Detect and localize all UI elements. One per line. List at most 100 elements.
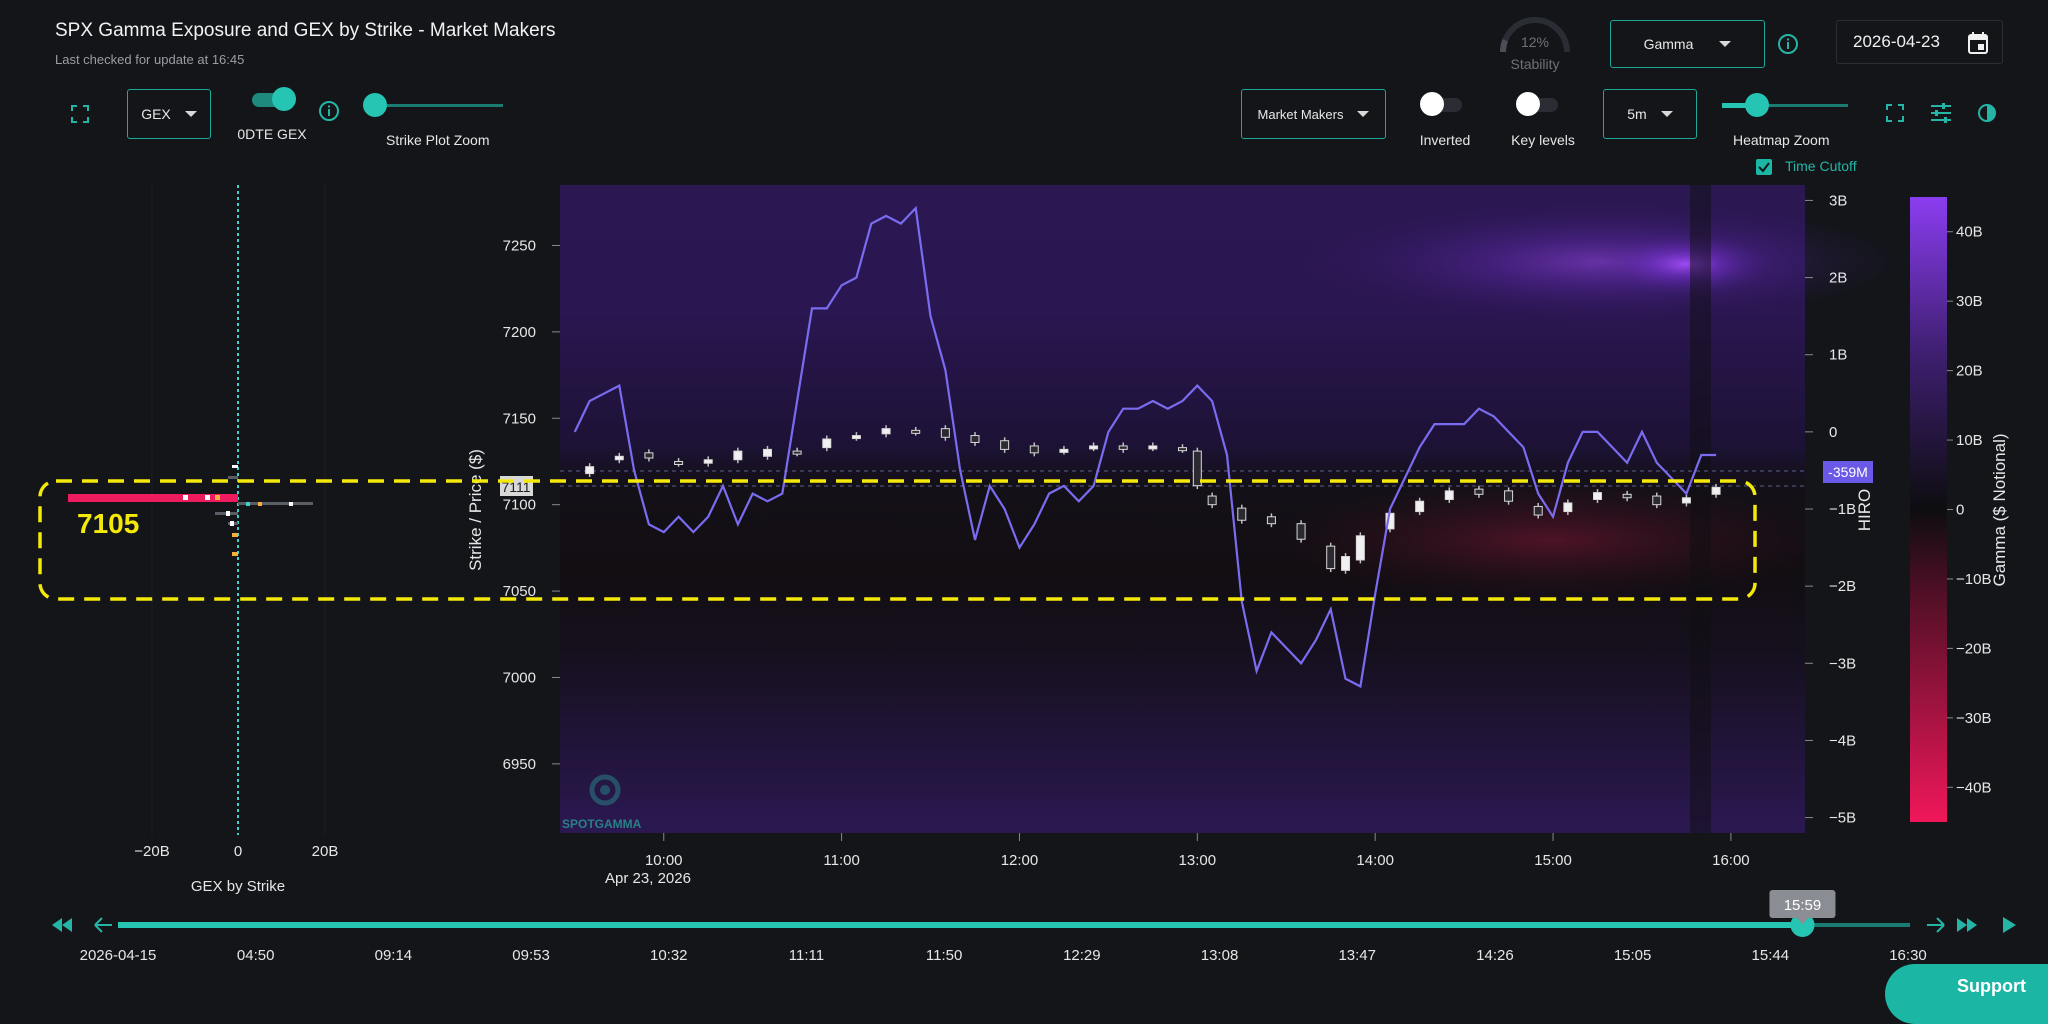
x-tick-label: 12:00 <box>1001 852 1039 869</box>
candle-body <box>940 428 950 438</box>
key-levels-toggle[interactable] <box>1516 92 1560 116</box>
skip-forward-icon[interactable] <box>1957 918 1977 932</box>
hiro-tick-label: 0 <box>1829 424 1837 441</box>
colorbar-tick-label: 10B <box>1956 432 1983 449</box>
timeline-label: 09:53 <box>512 947 550 964</box>
gex-select[interactable]: GEX <box>127 89 211 139</box>
heatmap-zoom-slider[interactable] <box>1722 92 1848 118</box>
timeline-thumb[interactable] <box>1790 913 1815 937</box>
slider-thumb[interactable] <box>1745 93 1770 117</box>
candle-body <box>1681 497 1691 504</box>
gex-x-tick: −20B <box>134 843 169 860</box>
gex-x-tick: 20B <box>312 843 339 860</box>
tune-icon[interactable] <box>1930 102 1952 124</box>
date-value: 2026-04-23 <box>1853 32 1940 51</box>
slider-thumb[interactable] <box>363 93 387 117</box>
hiro-tick-label: 3B <box>1829 192 1847 209</box>
info-icon[interactable] <box>1777 33 1799 55</box>
timeline-label: 11:50 <box>926 947 962 964</box>
step-back-icon[interactable] <box>94 917 112 933</box>
contrast-icon[interactable] <box>1976 102 1998 124</box>
hiro-tick-label: −4B <box>1829 732 1856 749</box>
timeline-label: 04:50 <box>237 947 275 964</box>
colorbar-tick-label: 40B <box>1956 224 1983 241</box>
last-checked-text: Last checked for update at 16:45 <box>55 52 245 67</box>
candle-body <box>1355 535 1365 561</box>
skip-back-icon[interactable] <box>52 918 72 932</box>
participant-select[interactable]: Market Makers <box>1241 89 1386 139</box>
timeline-label: 15:44 <box>1752 947 1790 964</box>
dte-toggle-label: 0DTE GEX <box>237 126 307 142</box>
candle-body <box>970 435 980 443</box>
candle-body <box>1059 448 1069 453</box>
page-title: SPX Gamma Exposure and GEX by Strike - M… <box>55 20 556 41</box>
dte-toggle[interactable] <box>248 87 296 111</box>
fullscreen-icon[interactable] <box>70 104 90 124</box>
timeline-label: 10:32 <box>650 947 688 964</box>
candle-body <box>1000 440 1010 450</box>
candle-body <box>674 460 684 465</box>
candle-body <box>1089 445 1099 450</box>
hiro-tick-label: −3B <box>1829 655 1856 672</box>
interval-select-value: 5m <box>1627 106 1647 122</box>
play-icon[interactable] <box>2003 917 2016 933</box>
stability-gauge: 12% Stability <box>1495 12 1575 72</box>
candle-body <box>1593 492 1602 500</box>
colorbar-tick-label: −40B <box>1956 779 1991 796</box>
mode-select-value: Gamma <box>1643 36 1694 52</box>
step-forward-icon[interactable] <box>1927 917 1945 933</box>
gex-by-strike-chart: −20B 0 20B GEX by Strike <box>68 185 339 895</box>
timeline-label: 15:05 <box>1614 947 1652 964</box>
candle-body <box>1415 500 1425 513</box>
heatmap-zoom-label: Heatmap Zoom <box>1733 132 1830 148</box>
candle-body <box>1029 445 1039 454</box>
candle-body <box>822 438 832 449</box>
timeline-label: 12:29 <box>1063 947 1101 964</box>
x-tick-label: 16:00 <box>1712 852 1750 869</box>
timeline[interactable]: 15:59 2026-04-15 04:50 09:14 09:53 10:32 11:1… <box>0 890 2048 988</box>
date-picker[interactable]: 2026-04-23 <box>1836 20 2003 64</box>
hiro-line <box>573 205 1717 689</box>
candle-body <box>614 455 624 461</box>
highlight-box <box>38 479 1757 601</box>
timeline-label: 13:08 <box>1201 947 1239 964</box>
fullscreen-icon[interactable] <box>1885 103 1905 123</box>
inverted-label: Inverted <box>1419 132 1471 148</box>
chevron-down-icon <box>184 111 197 117</box>
candle-body <box>733 450 743 461</box>
hiro-marker <box>1823 461 1873 483</box>
interval-select[interactable]: 5m <box>1603 89 1697 139</box>
gex-x-tick: 0 <box>234 843 242 860</box>
y-tick-label: 7000 <box>503 669 536 686</box>
timeline-label: 09:14 <box>375 947 413 964</box>
candle-body <box>703 459 713 464</box>
hiro-tick-label: 1B <box>1829 347 1847 364</box>
inverted-toggle[interactable] <box>1420 92 1464 116</box>
gex-x-label: GEX by Strike <box>191 878 285 895</box>
candle-body <box>644 452 654 459</box>
candle-body <box>1148 445 1158 450</box>
x-tick-label: 15:00 <box>1534 852 1572 869</box>
y-tick-label: 7200 <box>503 324 536 341</box>
timeline-label: 13:47 <box>1338 947 1376 964</box>
info-icon[interactable] <box>318 100 340 122</box>
candle-body <box>1474 488 1484 495</box>
stability-percent: 12% <box>1520 34 1550 50</box>
hiro-tick-label: −2B <box>1829 578 1856 595</box>
strike-zoom-slider[interactable] <box>363 92 505 118</box>
candle-body <box>1444 490 1454 500</box>
hiro-tick-label: −1B <box>1829 501 1856 518</box>
colorbar-tick-label: −10B <box>1956 571 1991 588</box>
colorbar-label: Gamma ($ Notional) <box>1990 433 2009 586</box>
timeline-label: 14:26 <box>1476 947 1514 964</box>
gex-bar-negative <box>68 494 238 502</box>
candle-body <box>1237 507 1247 521</box>
time-cutoff-checkbox[interactable] <box>1756 159 1772 175</box>
mode-select[interactable]: Gamma <box>1610 20 1765 68</box>
timeline-tooltip <box>1769 890 1836 918</box>
x-tick-label: 13:00 <box>1179 852 1217 869</box>
chevron-down-icon <box>1719 41 1732 47</box>
support-button[interactable]: Support <box>1885 964 2048 1024</box>
time-cutoff-label: Time Cutoff <box>1785 158 1857 174</box>
stability-gauge-arc <box>1500 17 1570 53</box>
